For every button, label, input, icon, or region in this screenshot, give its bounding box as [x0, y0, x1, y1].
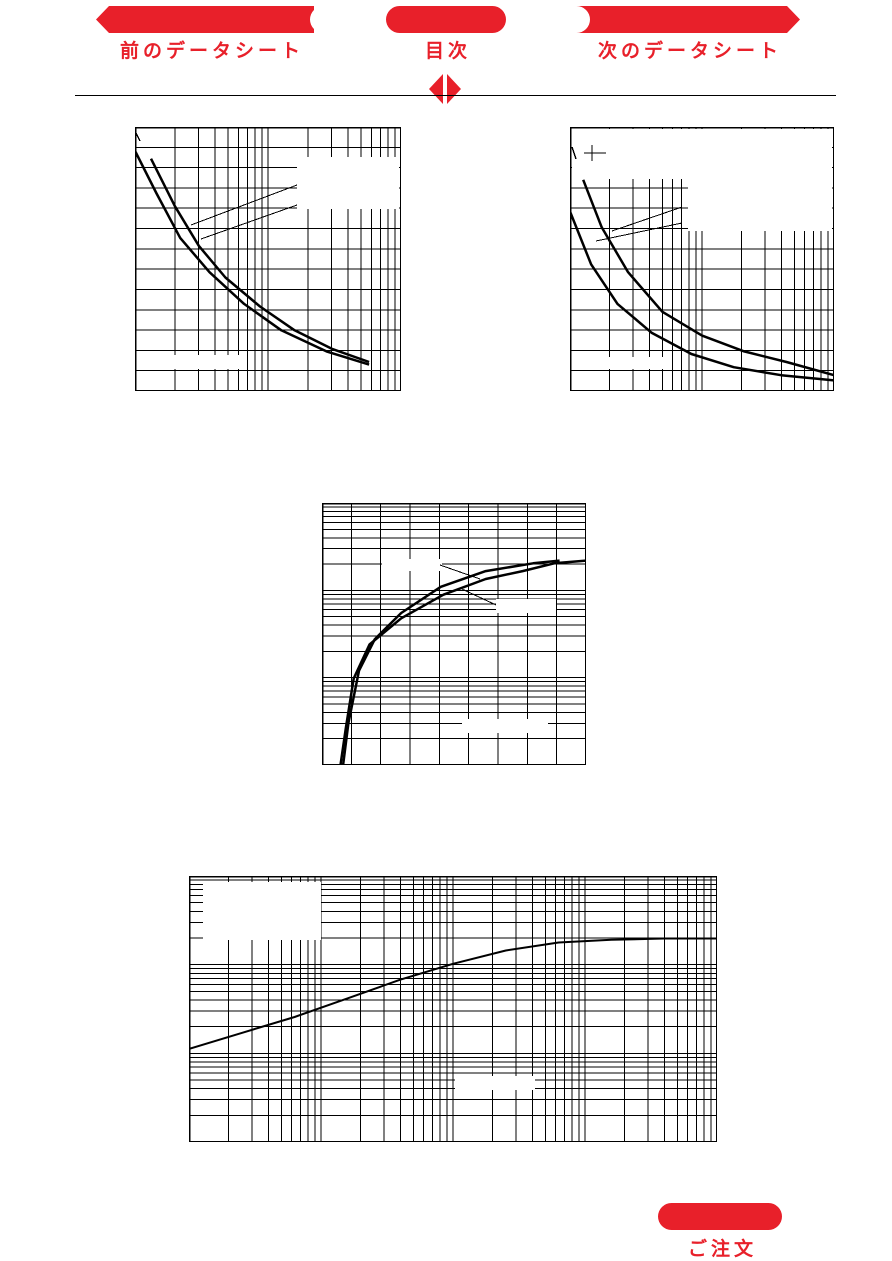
series-curve-upper [341, 559, 560, 765]
toc-label[interactable]: 目次 [425, 40, 472, 62]
series-curve-lower [570, 211, 834, 382]
series-curve-lower [339, 559, 586, 765]
leader-line [439, 564, 481, 580]
series-curve-upper [582, 179, 834, 377]
plot-frame [322, 503, 586, 765]
chart-1 [135, 127, 401, 391]
order-label[interactable]: ご注文 [688, 1238, 758, 1260]
toc-button[interactable] [386, 6, 506, 33]
plot-frame [570, 127, 834, 391]
label-area [496, 599, 556, 613]
next-datasheet-button-cap[interactable] [560, 6, 590, 33]
annotation-area [462, 719, 548, 733]
annotation-area [165, 355, 245, 369]
annotation-area [586, 357, 666, 369]
series-curve-upper [149, 158, 370, 364]
label-area [382, 559, 442, 571]
series-curve-lower [135, 150, 370, 366]
annotation-area [455, 1076, 535, 1090]
legend-area [688, 179, 832, 231]
leader-line [611, 206, 683, 232]
header-area [572, 129, 832, 179]
series-curve [189, 937, 717, 1050]
leader-line [200, 204, 298, 240]
prev-datasheet-label[interactable]: 前のデータシート [120, 40, 305, 62]
legend-area [297, 157, 399, 209]
chart-3 [322, 503, 586, 765]
header-divider [75, 95, 836, 96]
chart-2 [570, 127, 834, 391]
next-datasheet-label[interactable]: 次のデータシート [598, 40, 783, 62]
order-button[interactable] [658, 1203, 782, 1230]
legend-area [203, 882, 321, 940]
leader-line [595, 222, 683, 242]
chart-4 [189, 876, 717, 1142]
plot-frame [135, 127, 401, 391]
next-datasheet-button[interactable] [576, 6, 800, 33]
leader-line [461, 588, 497, 606]
prev-datasheet-button[interactable] [96, 6, 314, 33]
page-turn-icon[interactable] [426, 74, 464, 104]
prev-datasheet-button-cap[interactable] [310, 6, 348, 33]
leader-line [190, 184, 298, 226]
corner-tick [135, 132, 141, 142]
plot-frame [189, 876, 717, 1142]
marker-tick [571, 146, 577, 160]
